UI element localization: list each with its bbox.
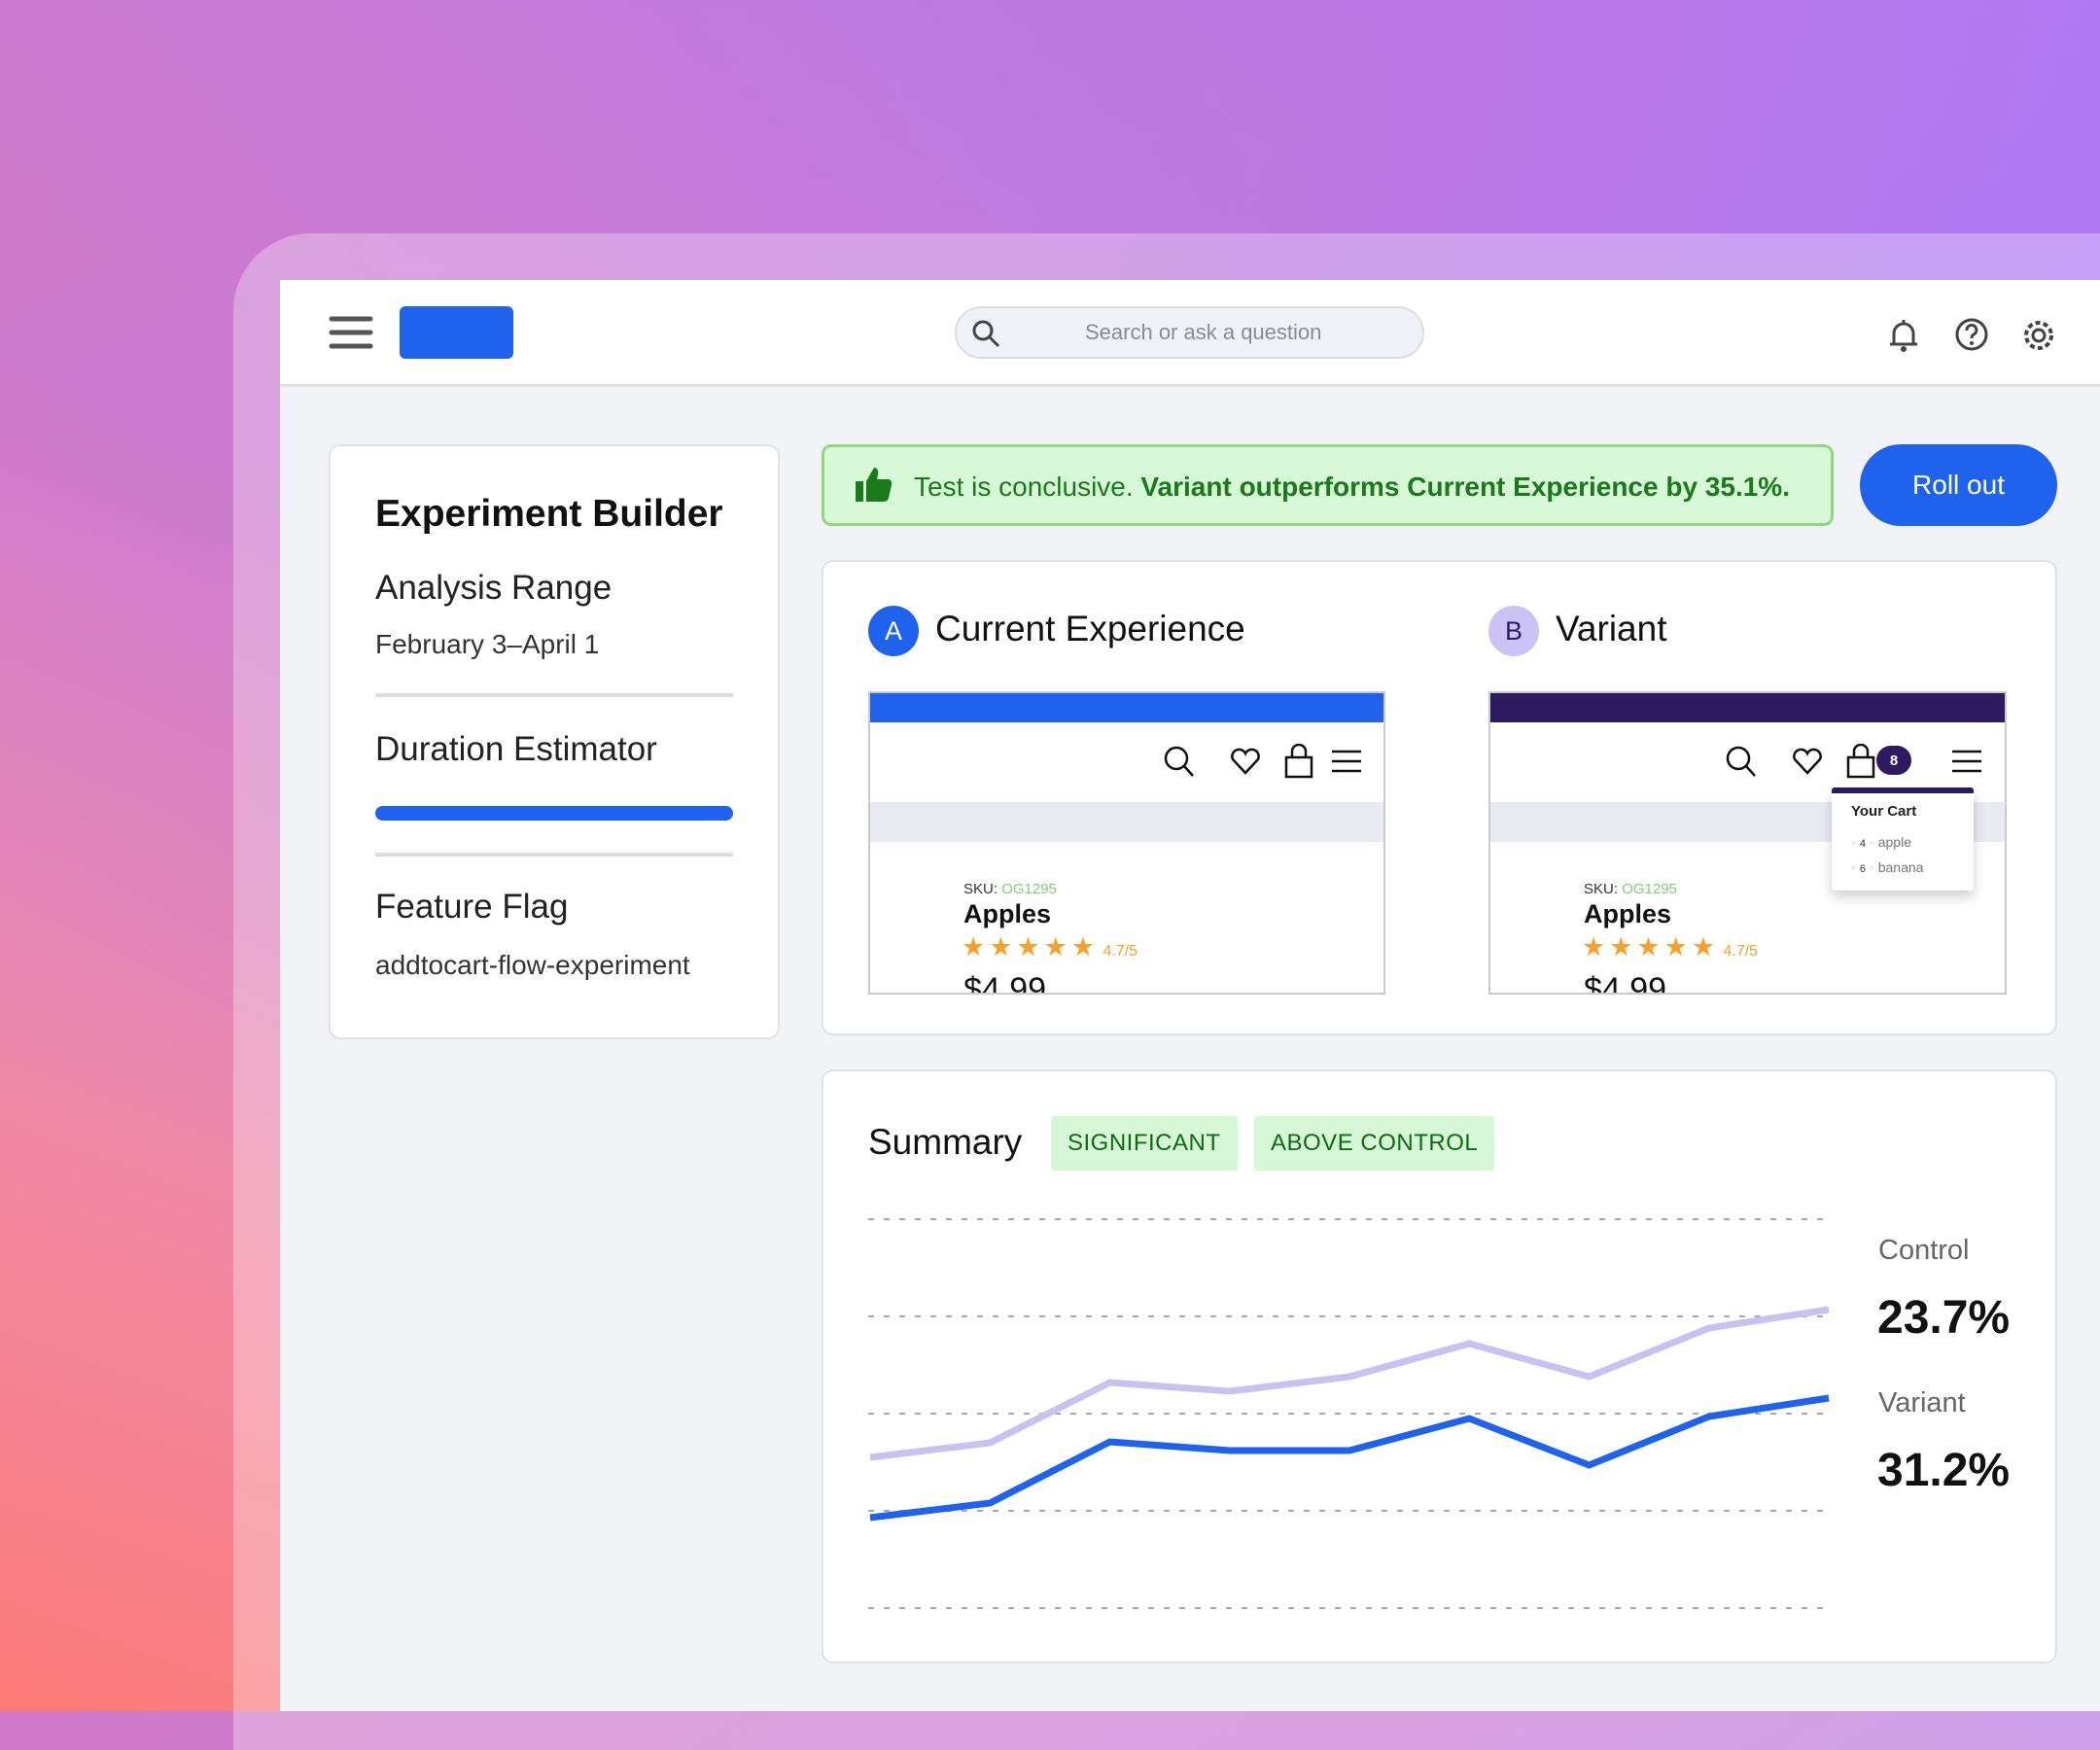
cart-item: ◦ 4 ◦ apple bbox=[1851, 834, 1911, 850]
menu-icon[interactable] bbox=[329, 315, 373, 350]
current-experience-title: Current Experience bbox=[935, 609, 1245, 648]
panel-title: Experiment Builder bbox=[375, 493, 723, 535]
top-bar: Search or ask a question bbox=[280, 280, 2100, 387]
roll-out-button[interactable]: Roll out bbox=[1860, 444, 2057, 526]
summary-chart bbox=[868, 1218, 1831, 1609]
variant-a-badge: A bbox=[868, 606, 919, 656]
rating-stars: ★★★★★ bbox=[962, 932, 1100, 962]
product-name: Apples bbox=[963, 899, 1052, 928]
sku-label: SKU: bbox=[1584, 881, 1619, 897]
control-label: Control bbox=[1878, 1235, 1970, 1266]
series-line-control bbox=[869, 1306, 1830, 1461]
preview-header-bar bbox=[870, 693, 1383, 722]
variant-value: 31.2% bbox=[1877, 1445, 2011, 1496]
analysis-range-label: Analysis Range bbox=[375, 569, 612, 607]
search-input[interactable]: Search or ask a question bbox=[955, 306, 1424, 359]
duration-estimator-label: Duration Estimator bbox=[375, 730, 657, 768]
cart-popup: Your Cart ◦ 4 ◦ apple ◦ 6 ◦ banana bbox=[1832, 788, 1974, 891]
summary-title: Summary bbox=[868, 1122, 1023, 1162]
product-price: $4.99 bbox=[963, 971, 1047, 995]
rating-value: 4.7/5 bbox=[1102, 943, 1138, 960]
cart-item: ◦ 6 ◦ banana bbox=[1851, 859, 1924, 875]
product-name: Apples bbox=[1584, 899, 1672, 928]
divider bbox=[375, 693, 733, 697]
banner-message: Variant outperforms Current Experience b… bbox=[1140, 472, 1790, 502]
cart-title: Your Cart bbox=[1851, 803, 1917, 820]
duration-progress-bar bbox=[375, 806, 733, 821]
preview-nav-icons bbox=[1724, 744, 1986, 779]
series-line-variant bbox=[869, 1394, 1830, 1522]
sku-value: OG1295 bbox=[1622, 881, 1677, 897]
current-experience-preview[interactable]: SKU: OG1295 Apples ★★★★★ 4.7/5 $4.99 bbox=[868, 691, 1385, 995]
experiment-builder-panel: Experiment Builder Analysis Range Februa… bbox=[329, 444, 780, 1039]
conclusive-banner: Test is conclusive. Variant outperforms … bbox=[822, 444, 1834, 526]
significant-badge: SIGNIFICANT bbox=[1051, 1116, 1238, 1171]
sku-label: SKU: bbox=[963, 881, 998, 897]
divider bbox=[375, 853, 733, 857]
rating-value: 4.7/5 bbox=[1723, 943, 1759, 960]
preview-header-bar bbox=[1490, 693, 2005, 722]
variant-title: Variant bbox=[1556, 609, 1667, 648]
logo[interactable] bbox=[400, 306, 513, 359]
control-value: 23.7% bbox=[1877, 1292, 2011, 1344]
analysis-range-value[interactable]: February 3–April 1 bbox=[375, 629, 600, 659]
feature-flag-value[interactable]: addtocart-flow-experiment bbox=[375, 950, 690, 980]
search-placeholder: Search or ask a question bbox=[1085, 320, 1322, 344]
variant-label: Variant bbox=[1878, 1387, 1966, 1418]
help-icon[interactable] bbox=[1954, 317, 1989, 352]
variant-preview[interactable]: 8 SKU: OG1295 Apples ★★★★★ 4.7/5 $4.99 Y… bbox=[1488, 691, 2007, 995]
feature-flag-label: Feature Flag bbox=[375, 888, 569, 926]
search-icon bbox=[970, 318, 1001, 349]
above-control-badge: ABOVE CONTROL bbox=[1254, 1116, 1495, 1171]
variant-b-badge: B bbox=[1488, 606, 1539, 656]
banner-lead: Test is conclusive. bbox=[914, 472, 1134, 502]
bell-icon[interactable] bbox=[1886, 317, 1921, 354]
sku-value: OG1295 bbox=[1001, 881, 1057, 897]
thumbs-up-icon bbox=[854, 465, 892, 504]
cart-count-badge: 8 bbox=[1876, 746, 1911, 775]
rating-stars: ★★★★★ bbox=[1582, 932, 1720, 962]
preview-band bbox=[870, 802, 1383, 842]
gear-icon[interactable] bbox=[2020, 317, 2057, 354]
product-price: $4.99 bbox=[1584, 971, 1667, 995]
preview-nav-icons bbox=[1162, 744, 1366, 779]
